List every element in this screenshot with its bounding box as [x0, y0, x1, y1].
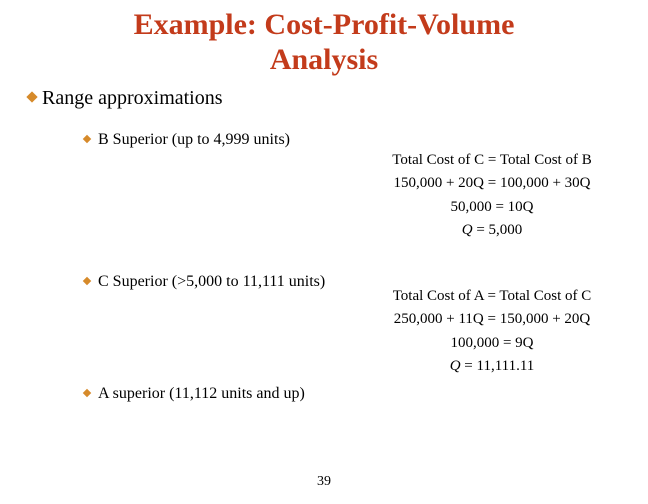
sub-bullet-a-superior: A superior (11,112 units and up): [84, 385, 305, 403]
equation-line: Total Cost of A = Total Cost of C: [352, 285, 632, 308]
sub-bullet-b-superior: B Superior (up to 4,999 units): [84, 131, 290, 149]
equation-line: Q = 5,000: [352, 219, 632, 242]
equation-line: 150,000 + 20Q = 100,000 + 30Q: [352, 172, 632, 195]
equation-line: 50,000 = 10Q: [352, 196, 632, 219]
page-number: 39: [0, 474, 648, 490]
main-bullet-text: Range approximations: [42, 87, 223, 110]
diamond-icon: [83, 135, 91, 143]
sub-bullet-label: B Superior (up to 4,999 units): [98, 131, 290, 149]
equation-line: 250,000 + 11Q = 150,000 + 20Q: [352, 308, 632, 331]
sub-bullet-c-superior: C Superior (>5,000 to 11,111 units): [84, 273, 325, 291]
equation-line: 100,000 = 9Q: [352, 332, 632, 355]
diamond-icon: [83, 389, 91, 397]
diamond-icon: [26, 91, 37, 102]
title-line-1: Example: Cost-Profit-Volume: [134, 8, 515, 41]
equation-line: Q = 11,111.11: [352, 355, 632, 378]
slide: Example: Cost-Profit-Volume Analysis Ran…: [0, 0, 648, 504]
sub-bullet-label: C Superior (>5,000 to 11,111 units): [98, 273, 325, 291]
slide-title: Example: Cost-Profit-Volume Analysis: [24, 8, 624, 77]
title-line-2: Analysis: [270, 43, 378, 76]
diamond-icon: [83, 277, 91, 285]
equation-block-b: Total Cost of C = Total Cost of B150,000…: [352, 149, 632, 242]
sub-bullet-label: A superior (11,112 units and up): [98, 385, 305, 403]
main-bullet: Range approximations: [28, 87, 624, 110]
equation-block-c: Total Cost of A = Total Cost of C250,000…: [352, 285, 632, 378]
equation-line: Total Cost of C = Total Cost of B: [352, 149, 632, 172]
